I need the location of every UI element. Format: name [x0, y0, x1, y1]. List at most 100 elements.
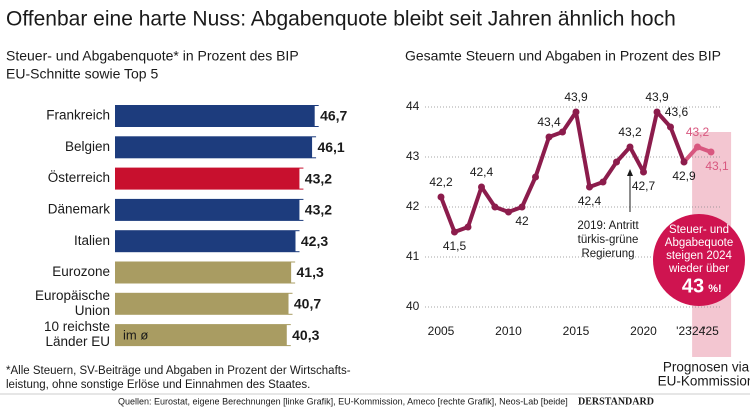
subtitle: EU-Schnitte sowie Top 5 [6, 66, 158, 82]
point [613, 158, 620, 166]
value-label: 43,2 [618, 125, 642, 139]
x-tick-label: 2020 [630, 324, 657, 338]
value-box [299, 168, 338, 189]
y-tick-label: 40 [406, 299, 420, 313]
category-label: Eurozone [52, 264, 110, 279]
y-tick-label: 43 [406, 149, 420, 163]
brand: DERSTANDARD [578, 396, 654, 407]
category-label: Italien [74, 233, 110, 248]
value-label: 42,2 [429, 175, 453, 189]
x-tick-label: '24 [690, 324, 706, 338]
x-tick-label: '23 [676, 324, 692, 338]
bar [115, 230, 300, 253]
value-box [286, 325, 325, 346]
bar [115, 292, 293, 315]
value-label: 40,3 [292, 327, 319, 343]
footnote: leistung, ohne sonstige Erlöse und Einna… [6, 379, 310, 391]
badge-text: steigen 2024 [666, 250, 732, 262]
value-box [299, 199, 338, 220]
point [707, 148, 715, 156]
value-label: 43,9 [645, 90, 669, 104]
forecast-label: Prognosen via [663, 360, 750, 375]
value-label: 42,4 [578, 194, 602, 208]
bar [115, 324, 291, 347]
bar [115, 198, 304, 221]
annotation: Regierung [581, 248, 634, 260]
value-label: 41,3 [297, 264, 324, 280]
category-label: Union [75, 303, 110, 318]
value-label: 43,4 [537, 115, 561, 129]
value-label: 43,9 [564, 90, 588, 104]
value-box [288, 293, 327, 314]
y-tick-label: 41 [406, 249, 420, 263]
annotation: 2019: Antritt [577, 220, 639, 232]
badge-text: wieder über [668, 263, 729, 275]
point [545, 133, 553, 141]
value-label: 42,9 [672, 169, 696, 183]
point [599, 178, 607, 186]
point [518, 203, 526, 211]
point [478, 183, 485, 191]
bar [115, 261, 296, 284]
y-tick-label: 42 [406, 199, 420, 213]
category-label: 10 reichste [44, 319, 110, 334]
footnote: *Alle Steuern, SV-Beiträge und Abgaben i… [6, 365, 351, 377]
forecast-label: EU-Kommission [658, 374, 750, 389]
value-box [312, 137, 351, 158]
bar [115, 105, 319, 127]
badge [653, 214, 745, 306]
category-label: Dänemark [48, 201, 111, 216]
category-label: Europäische [35, 288, 110, 303]
value-label: 41,5 [443, 239, 467, 253]
badge-text: Steuer- und [669, 224, 729, 236]
point [437, 193, 445, 201]
point [491, 203, 499, 211]
value-label: 40,7 [294, 296, 321, 312]
x-tick-label: 2005 [428, 324, 455, 338]
subtitle: Gesamte Steuern und Abgaben in Prozent d… [405, 48, 721, 64]
subtitle: Steuer- und Abgabenquote* in Prozent des… [6, 48, 299, 64]
bar-note: im ø [123, 328, 148, 343]
value-label: 46,7 [320, 108, 347, 124]
value-label: 43,1 [705, 159, 729, 173]
badge-unit: %! [708, 283, 721, 295]
x-tick-label: '25 [703, 324, 719, 338]
category-label: Österreich [48, 170, 110, 185]
point [586, 183, 593, 191]
point [626, 143, 634, 151]
value-label: 43,2 [305, 170, 332, 186]
point [572, 108, 580, 116]
title: Offenbar eine harte Nuss: Abgabenquote b… [6, 8, 676, 31]
value-box [314, 106, 353, 126]
badge-text: Abgabequote [665, 237, 733, 249]
category-label: Länder EU [45, 334, 110, 349]
x-tick-label: 2015 [563, 324, 590, 338]
point [559, 128, 566, 136]
value-label: 42,4 [470, 165, 494, 179]
bar [115, 136, 317, 159]
point [505, 208, 512, 216]
point [464, 223, 472, 231]
bar [115, 167, 304, 190]
annotation: türkis-grüne [578, 234, 639, 246]
y-tick-label: 44 [406, 99, 420, 113]
value-label: 43,6 [665, 105, 689, 119]
point [667, 123, 674, 131]
value-label: 42 [515, 214, 529, 228]
value-label: 42,7 [632, 179, 656, 193]
value-box [295, 231, 334, 252]
point [653, 108, 661, 116]
point [451, 228, 458, 236]
badge-value: 43 [682, 275, 704, 297]
category-label: Frankreich [46, 108, 110, 123]
value-label: 43,2 [305, 202, 332, 218]
category-label: Belgien [65, 139, 110, 154]
point [640, 168, 647, 176]
annotation-arrowhead [627, 169, 633, 176]
point [680, 158, 688, 166]
point [694, 143, 701, 151]
value-box [291, 262, 330, 283]
value-label: 42,3 [301, 233, 328, 249]
value-label: 43,2 [686, 125, 710, 139]
